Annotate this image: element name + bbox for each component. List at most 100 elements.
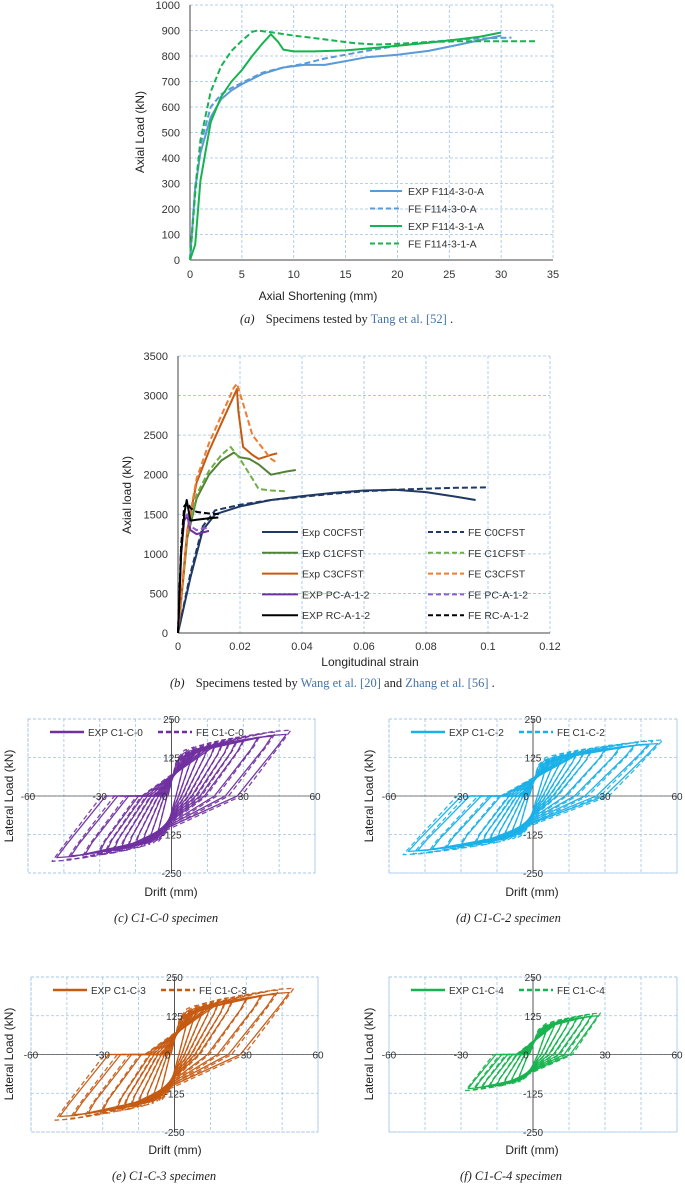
legend-label: EXP C1-C-4 <box>449 986 504 997</box>
series-group <box>177 382 489 634</box>
legend-label: FE C1-C-0 <box>196 728 244 739</box>
caption-a-text: Specimens tested by <box>266 312 371 326</box>
x-tick-label: 60 <box>309 792 321 803</box>
caption-a: (a) Specimens tested by Tang et al. [52]… <box>240 312 453 326</box>
x-tick-label: 20 <box>391 269 403 281</box>
x-tick-label: -60 <box>21 792 36 803</box>
x-tick-label: 0 <box>187 269 193 281</box>
y-tick-label: 500 <box>150 588 168 600</box>
y-tick-label: 250 <box>163 715 180 726</box>
y-tick-label: 1000 <box>144 549 168 561</box>
hysteresis-loops <box>464 1012 602 1092</box>
fe-loop <box>502 752 564 842</box>
series-line-fe-f114-3-1-a <box>189 29 538 261</box>
caption-a-label: (a) <box>240 312 255 326</box>
x-tick-label: 60 <box>312 1051 324 1062</box>
legend: EXP C1-C-3 FE C1-C-3 <box>53 986 247 997</box>
caption-b-ref1[interactable]: Wang et al. [20] <box>301 676 381 690</box>
exp-loop <box>407 742 659 853</box>
y-tick-label: 125 <box>166 1012 183 1023</box>
fe-loop <box>472 747 594 847</box>
exp-loop <box>467 1015 599 1090</box>
exp-loop <box>102 997 247 1112</box>
x-tick-label: -60 <box>382 1051 397 1062</box>
hysteresis-loops <box>54 987 295 1121</box>
x-tick-label: 30 <box>241 1051 253 1062</box>
legend: EXP C1-C-4 FE C1-C-4 <box>411 986 605 997</box>
x-tick-label: 30 <box>599 1051 611 1062</box>
fe-loop <box>144 1002 205 1106</box>
exp-loop <box>56 733 287 859</box>
caption-b: (b) Specimens tested by Wang et al. [20]… <box>170 676 495 690</box>
legend-label: EXP RC-A-1-2 <box>302 610 370 622</box>
legend-label: Exp C0CFST <box>302 527 364 539</box>
legend-label: EXP F114-3-0-A <box>408 186 484 198</box>
y-tick-label: -125 <box>523 1089 543 1100</box>
y-axis-label: Lateral Load (kN) <box>362 1008 376 1101</box>
y-tick-label: -250 <box>523 1128 543 1139</box>
fe-loop <box>51 729 292 862</box>
legend-label: FE C1-C-3 <box>199 986 247 997</box>
fe-loop <box>479 748 587 846</box>
chart-d: -60 -30 0 30 60 250 125 -125 -250 Drift (mm) Later… <box>362 715 683 899</box>
exp-loop <box>99 739 244 853</box>
x-tick-label: 60 <box>671 792 683 803</box>
x-tick-label: 0 <box>523 792 529 803</box>
y-tick-label: -250 <box>164 1128 184 1139</box>
caption-b-end: . <box>492 676 495 690</box>
series-group <box>189 29 538 261</box>
y-tick-label: 800 <box>162 51 180 63</box>
legend-label: Exp C1CFST <box>302 548 364 560</box>
y-tick-label: -125 <box>164 1089 184 1100</box>
x-axis-label: Longitudinal strain <box>321 655 418 669</box>
y-tick-label: -250 <box>523 869 543 880</box>
chart-e: -60 -30 0 30 60 250 125 -125 -250 Drift (mm) Later… <box>2 973 324 1157</box>
x-tick-label: 0.06 <box>353 641 374 653</box>
chart-b: 0 0.02 0.04 0.06 0.08 0.1 0.12 0 500 1000 1500 2000… <box>120 351 561 669</box>
legend-label: EXP F114-3-1-A <box>408 221 484 233</box>
y-tick-label: 900 <box>162 26 180 38</box>
series-line-fe-c3cfst <box>177 382 278 634</box>
x-tick-label: 30 <box>495 269 507 281</box>
fe-loop <box>442 743 624 851</box>
fe-loop <box>96 735 247 856</box>
x-tick-label: -30 <box>96 1051 111 1062</box>
legend-label: EXP C1-C-2 <box>449 728 504 739</box>
y-axis-label: Axial load (kN) <box>120 456 134 534</box>
y-tick-label: 250 <box>525 715 542 726</box>
chart-c: -60 -30 0 30 60 250 125 -125 -250 Drift (mm) Later… <box>2 715 321 899</box>
caption-a-ref[interactable]: Tang et al. [52] <box>371 312 447 326</box>
caption-b-ref2[interactable]: Zhang et al. [56] <box>405 676 488 690</box>
hysteresis-loops <box>51 729 292 862</box>
legend-label: FE C3CFST <box>468 569 526 581</box>
x-tick-label: 5 <box>239 269 245 281</box>
fe-loop <box>54 987 295 1121</box>
y-tick-label: 250 <box>166 973 183 984</box>
x-tick-label: 0.04 <box>291 641 312 653</box>
y-axis-label: Axial Load (kN) <box>133 91 147 173</box>
x-tick-label: -30 <box>454 1051 469 1062</box>
legend: Exp C0CFST Exp C1CFST Exp C3CFST EXP PC-A-1… <box>262 527 529 622</box>
x-tick-label: 30 <box>238 792 250 803</box>
caption-b-text: Specimens tested by <box>196 676 301 690</box>
exp-loop <box>87 995 262 1114</box>
y-tick-label: 700 <box>162 77 180 89</box>
y-tick-label: 125 <box>525 754 542 765</box>
series-line-exp-c3cfst <box>177 388 278 634</box>
series-line-fe-rc-a-1-2 <box>177 501 222 634</box>
x-tick-label: 0 <box>175 641 181 653</box>
y-tick-label: 2000 <box>144 470 168 482</box>
exp-loop <box>84 737 259 855</box>
legend-label: EXP C1-C-3 <box>91 986 146 997</box>
fe-loop <box>118 739 225 852</box>
x-tick-label: 25 <box>443 269 455 281</box>
legend-label: EXP C1-C-0 <box>88 728 143 739</box>
y-tick-label: -250 <box>161 869 181 880</box>
y-tick-label: 200 <box>162 204 180 216</box>
legend-label: FE F114-3-0-A <box>408 204 477 216</box>
fe-loop <box>517 756 549 838</box>
caption-e: (e) C1-C-3 specimen <box>112 1169 216 1183</box>
x-tick-label: 35 <box>547 269 559 281</box>
legend-label: FE C1CFST <box>468 548 526 560</box>
exp-loop <box>460 748 606 847</box>
